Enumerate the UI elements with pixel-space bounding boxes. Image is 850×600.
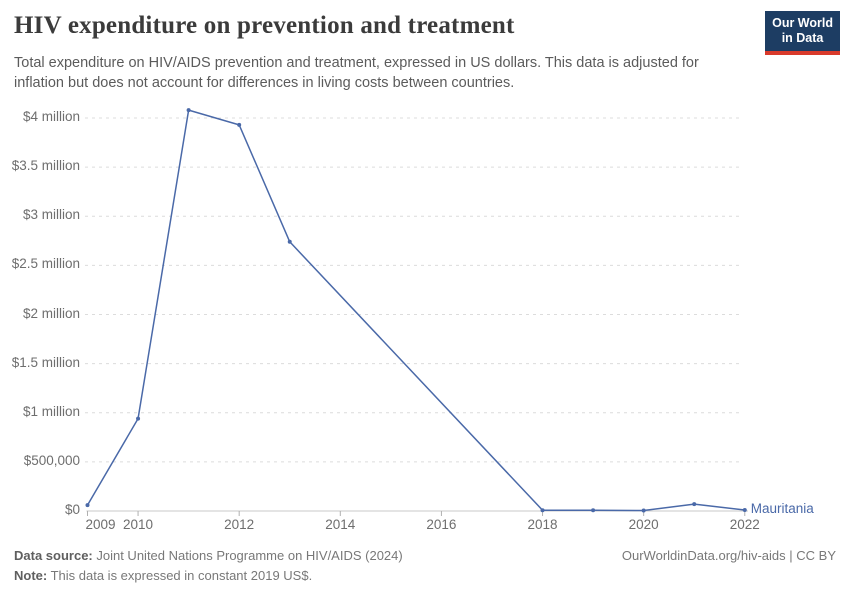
data-source-label: Data source: [14,548,93,563]
data-point-2022[interactable] [742,508,747,513]
owid-logo: Our World in Data [765,11,840,55]
data-point-2010[interactable] [136,416,141,421]
data-point-2019[interactable] [591,508,596,513]
x-tick-label: 2014 [325,517,356,532]
data-source-text: Joint United Nations Programme on HIV/AI… [92,548,403,563]
y-tick-label: $2 million [22,305,80,321]
y-tick-label: $4 million [22,109,80,124]
owid-logo-line1: Our World [772,16,833,30]
credit-link[interactable]: OurWorldinData.org/hiv-aids | CC BY [621,548,836,563]
data-source-line: Data source: Joint United Nations Progra… [14,546,836,566]
y-tick-label: $2.5 million [11,256,80,272]
x-tick-label: 2022 [729,517,760,532]
page-title: HIV expenditure on prevention and treatm… [14,12,515,39]
y-tick-label: $1 million [22,403,80,419]
data-point-2021[interactable] [692,502,697,507]
chart-footer: Data source: Joint United Nations Progra… [14,546,836,585]
x-tick-label: 2020 [628,517,659,532]
x-tick-label: 2018 [527,517,558,532]
note-label: Note: [14,567,48,583]
data-point-2012[interactable] [237,122,242,127]
series-line-mauritania[interactable] [86,109,745,512]
chart-subtitle: Total expenditure on HIV/AIDS prevention… [14,55,699,91]
x-tick-label: 2012 [224,517,255,532]
x-tick-label: 2009 [85,517,116,532]
y-tick-label: $3.5 million [11,158,80,174]
owid-logo-line2: in Data [781,31,824,46]
data-point-2020[interactable] [641,508,646,513]
data-point-2013[interactable] [287,239,292,244]
data-point-2009[interactable] [85,503,90,508]
data-point-2018[interactable] [540,508,545,513]
data-point-2011[interactable] [186,108,191,113]
y-tick-label: $1.5 million [11,354,80,370]
y-tick-label: $500,000 [23,452,80,468]
note-line: Note: This data is expressed in constant… [14,566,836,586]
y-tick-label: $0 [64,502,80,517]
x-tick-label: 2016 [426,517,457,532]
series-label-mauritania: Mauritania [750,501,814,517]
y-tick-label: $3 million [22,207,80,223]
note-text: This data is expressed in constant 2019 … [47,567,313,583]
x-tick-label: 2010 [123,517,154,532]
